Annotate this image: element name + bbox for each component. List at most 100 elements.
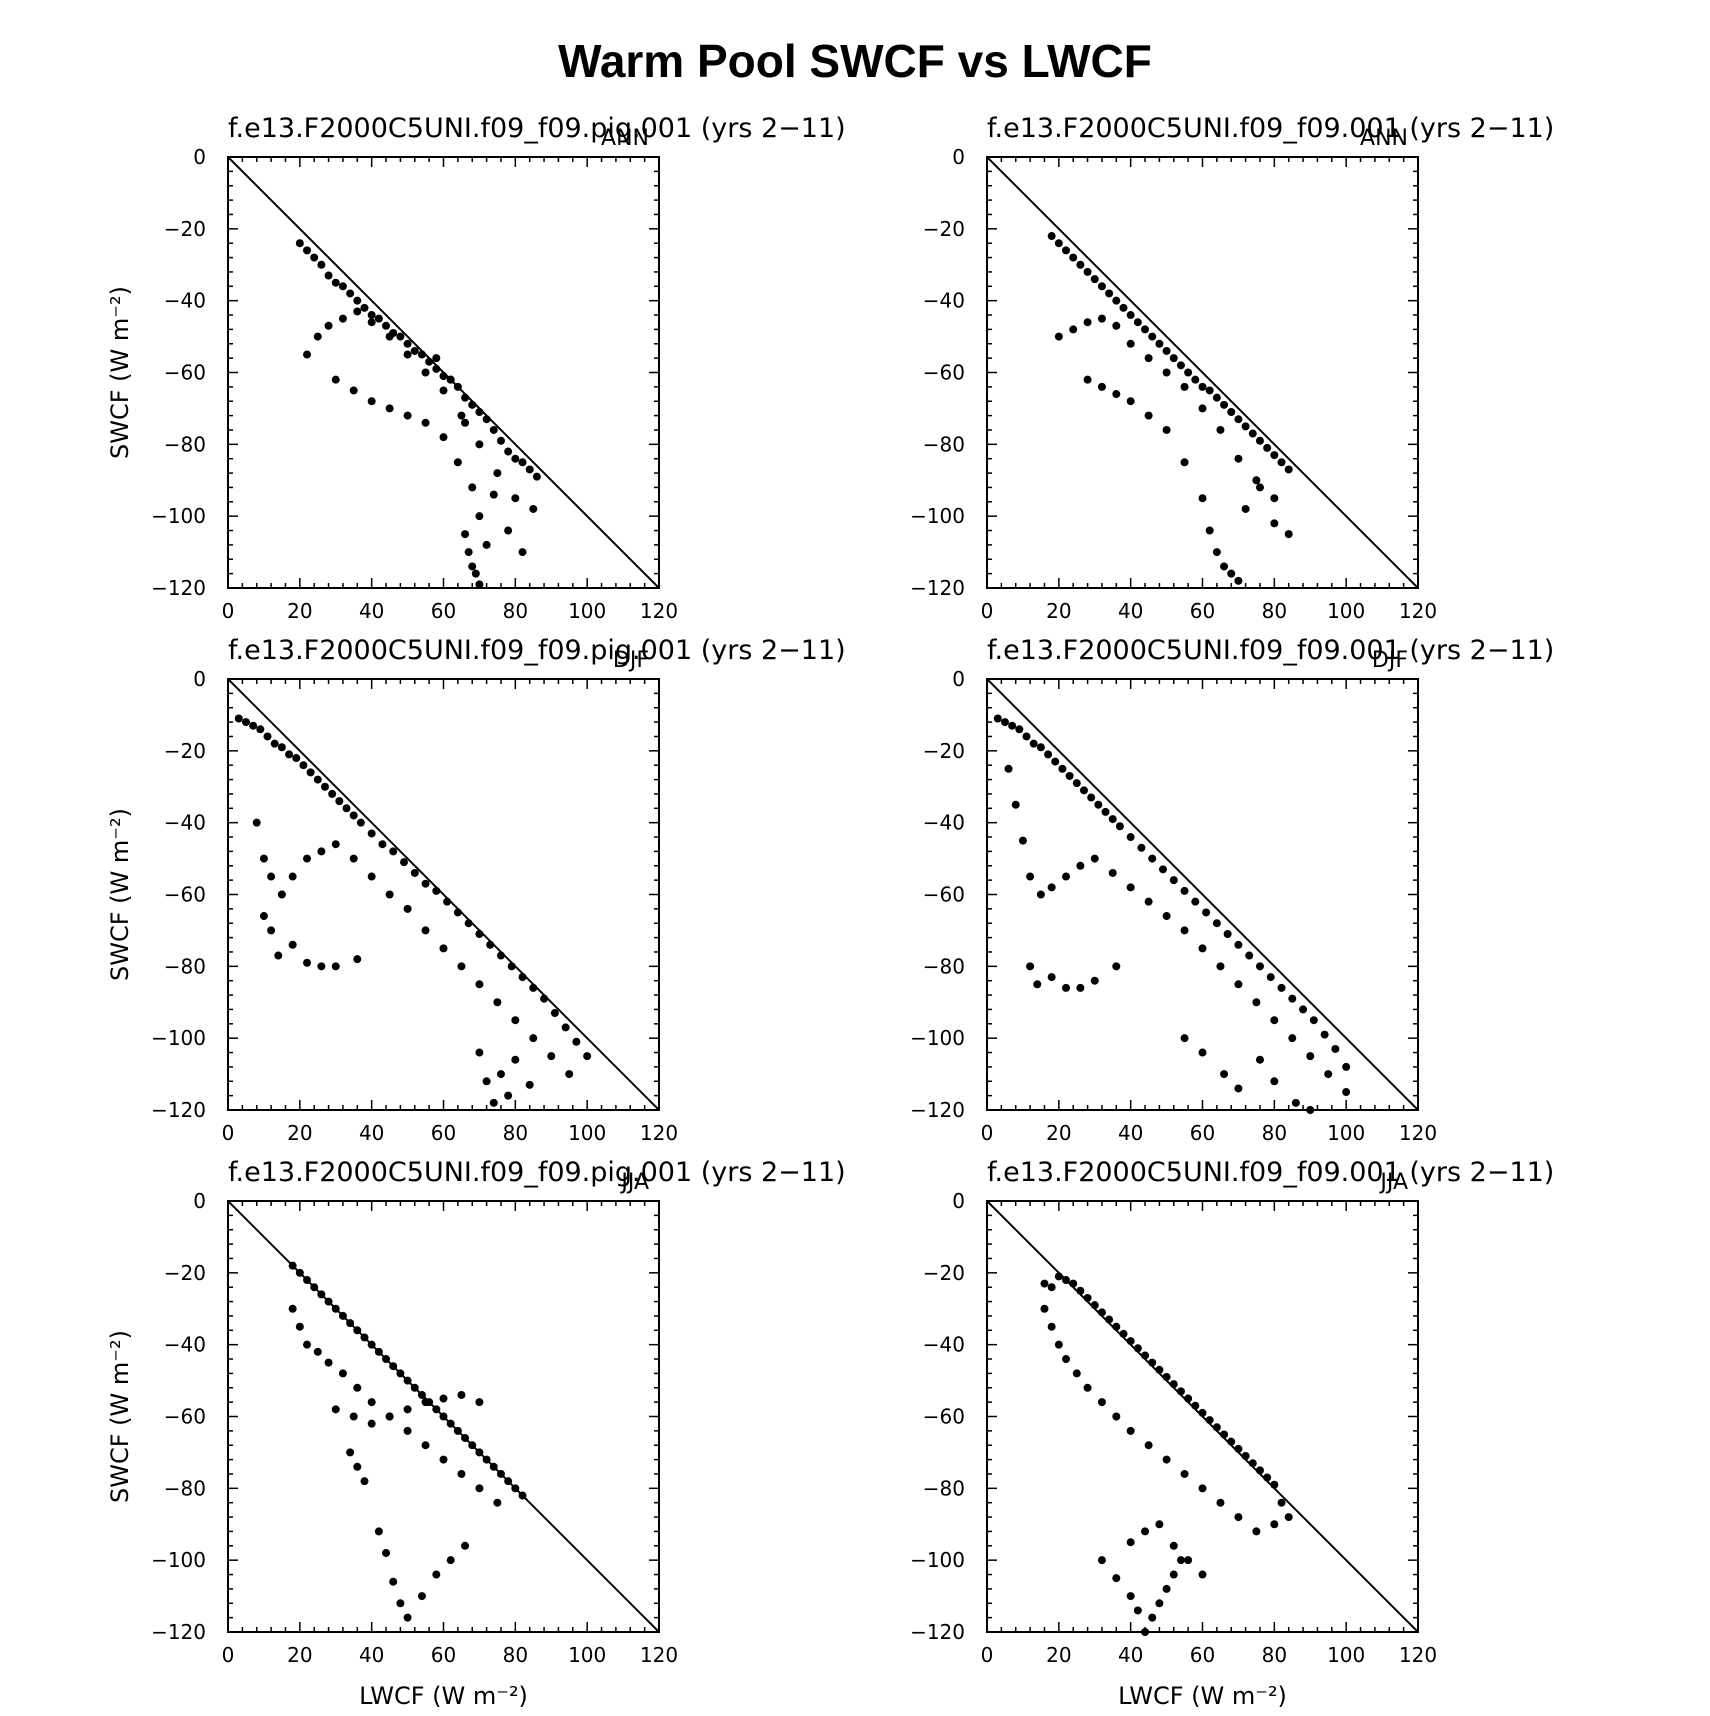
x-tick-label: 40 [359,1121,384,1145]
data-point [489,490,498,499]
y-tick-label: −40 [923,289,965,313]
data-point [453,908,462,917]
data-point [1141,325,1150,334]
x-tick-label: 20 [287,1643,312,1667]
data-point [1162,1372,1171,1381]
data-point [382,1355,391,1364]
data-point [1133,1344,1142,1353]
x-tick-label: 0 [222,599,235,623]
data-point [1015,725,1024,734]
data-point [313,775,322,784]
data-point [331,962,340,971]
data-point [389,847,398,856]
data-point [324,271,333,280]
data-point [1126,833,1135,842]
data-point [385,332,394,341]
data-point [1198,1408,1207,1417]
data-point [1076,983,1085,992]
y-tick-label: 0 [193,667,206,691]
data-point [1062,872,1071,881]
data-point [1184,1394,1193,1403]
data-point [234,714,243,723]
y-tick-label: −80 [164,1476,206,1500]
data-point [317,847,326,856]
data-point [1212,919,1221,928]
season-label: JJA [619,1170,649,1195]
data-point [1083,375,1092,384]
y-axis-label: SWCF (W m⁻²) [106,1330,134,1503]
data-point [324,1358,333,1367]
data-point [403,350,412,359]
data-point [1234,576,1243,585]
data-point [511,1016,520,1025]
x-tick-label: 100 [1327,1643,1365,1667]
data-point [353,1326,362,1335]
data-point [1144,411,1153,420]
y-tick-label: 0 [193,1189,206,1213]
data-point [389,1362,398,1371]
data-point [496,1469,505,1478]
data-point [249,721,258,730]
data-point [1008,721,1017,730]
data-point [396,332,405,341]
y-tick-label: −60 [164,1405,206,1429]
data-point [1112,321,1121,330]
data-point [518,548,527,557]
data-point [453,382,462,391]
data-point [1263,1473,1272,1482]
data-point [288,1261,297,1270]
data-point [1202,908,1211,917]
data-point [1090,976,1099,985]
data-point [410,346,419,355]
x-tick-label: 20 [1046,599,1071,623]
data-point [1234,940,1243,949]
data-point [310,1283,319,1292]
data-point [432,886,441,895]
data-point [439,433,448,442]
data-point [1277,1498,1286,1507]
data-point [1047,1322,1056,1331]
x-tick-label: 80 [503,599,528,623]
data-point [1112,1574,1121,1583]
data-point [1072,1369,1081,1378]
data-point [1220,400,1229,409]
data-point [1270,519,1279,528]
scatter-panel: f.e13.F2000C5UNI.f09_f09.001 (yrs 2−11)J… [910,1157,1554,1710]
y-tick-label: −100 [151,1548,206,1572]
data-point [421,418,430,427]
y-tick-label: −20 [923,217,965,241]
data-point [1169,1570,1178,1579]
data-point [1162,1455,1171,1464]
scatter-panel: f.e13.F2000C5UNI.f09_f09.pig.001 (yrs 2−… [106,113,846,623]
data-point [1241,422,1250,431]
data-point [374,1527,383,1536]
data-point [1105,1315,1114,1324]
data-point [1198,1570,1207,1579]
data-point [507,962,516,971]
data-point [1234,1513,1243,1522]
x-tick-label: 0 [981,599,994,623]
y-tick-label: −120 [910,1620,965,1644]
data-point [421,1441,430,1450]
data-point [475,1048,484,1057]
data-point [1320,1030,1329,1039]
y-tick-label: −20 [923,739,965,763]
x-tick-label: 60 [1190,1643,1215,1667]
data-point [1155,1365,1164,1374]
y-axis-label: SWCF (W m⁻²) [106,808,134,981]
reference-line [227,678,660,1111]
data-point [475,580,484,589]
scatter-panel: f.e13.F2000C5UNI.f09_f09.pig.001 (yrs 2−… [106,1157,846,1710]
data-point [353,955,362,964]
data-point [1212,393,1221,402]
data-point [313,1347,322,1356]
data-point [1094,800,1103,809]
data-point [349,811,358,820]
data-point [1112,1322,1121,1331]
data-point [328,789,337,798]
data-point [1216,425,1225,434]
data-point [475,440,484,449]
data-point [324,321,333,330]
x-tick-label: 100 [1327,1121,1365,1145]
data-point [532,472,541,481]
